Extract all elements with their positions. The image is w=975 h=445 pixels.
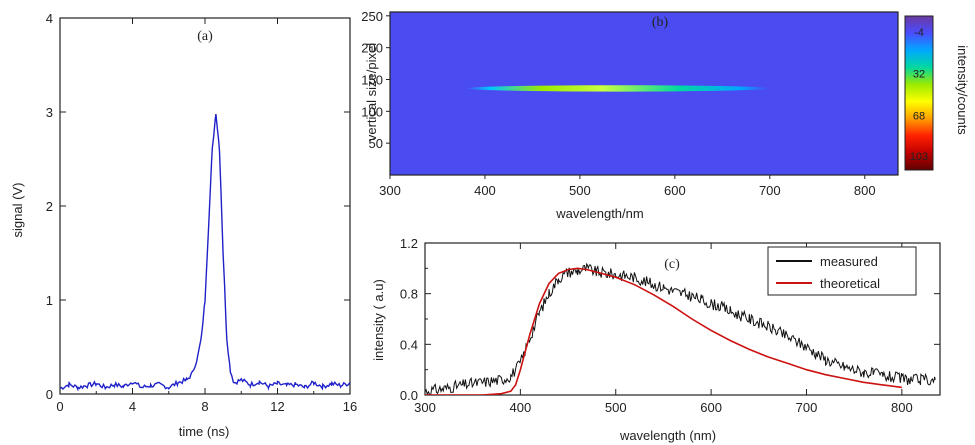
panel-a-frame [59, 17, 351, 395]
panel-b-ytick-label: 100 [361, 104, 383, 119]
panel-c-ytick-label: 0.4 [400, 337, 418, 352]
panel-b-xtick-label: 600 [664, 183, 686, 198]
panel-b-xtick-label: 500 [569, 183, 591, 198]
panel-b-xtick-label: 400 [474, 183, 496, 198]
panel-c-spectrum-plot: 300 400 500 600 700 800 0.0 0.4 0.8 1.2 (c) wavel… [371, 236, 941, 443]
panel-a-ytick-label: 3 [46, 105, 53, 120]
panel-b-ytick-label: 250 [361, 9, 383, 24]
panel-b-xlabel: wavelength/nm [555, 206, 643, 221]
panel-b-ylabel: vertical size/pixel [364, 43, 379, 141]
panel-a-xtick-label: 16 [343, 399, 357, 414]
panel-c-xtick-label: 600 [700, 400, 722, 415]
panel-b-ytick-label: 200 [361, 41, 383, 56]
panel-a-xtick-label: 4 [129, 399, 136, 414]
panel-b-xtick-label: 700 [759, 183, 781, 198]
panel-c-series-theoretical [425, 267, 903, 395]
panel-a-series-line [60, 114, 350, 392]
panel-b-plot-area: 300 400 500 600 700 800 50 100 150 200 250 -4 32 68 10… [361, 9, 934, 198]
panel-a-ylabel: signal (V) [10, 183, 25, 238]
panel-b-heatmap-background [390, 12, 898, 175]
panel-c-legend: measured theoretical [767, 246, 917, 296]
panel-b-colorbar [904, 15, 934, 171]
panel-a-ytick-label: 0 [46, 387, 53, 402]
panel-b-colorbar-tick-label: 103 [910, 151, 928, 163]
panel-c-xlabel: wavelength (nm) [619, 428, 716, 443]
panel-b-ytick-label: 150 [361, 72, 383, 87]
panel-c-ytick-label: 1.2 [400, 236, 418, 251]
panel-c-ytick-label: 0.8 [400, 287, 418, 302]
panel-c-series-measured [425, 262, 936, 395]
panel-a-xtick-label: 0 [56, 399, 63, 414]
panel-c-xtick-label: 400 [510, 400, 532, 415]
legend-label-measured: measured [820, 254, 878, 269]
panel-c-xtick-label: 300 [414, 400, 436, 415]
panel-a-ytick-label: 4 [46, 11, 53, 26]
panel-b-colorbar-label: intensity/counts [955, 45, 970, 135]
legend-label-theoretical: theoretical [820, 276, 880, 291]
panel-c-label: (c) [664, 257, 680, 272]
panel-b-label: (b) [652, 15, 669, 30]
panel-c-ylabel: intensity ( a.u) [371, 279, 386, 361]
panel-a-label: (a) [197, 29, 213, 44]
panel-b-xtick-label: 800 [854, 183, 876, 198]
panel-b-colorbar-tick-label: -4 [914, 27, 924, 39]
panel-c-xtick-label: 700 [796, 400, 818, 415]
panel-a-xtick-label: 8 [201, 399, 208, 414]
panel-a-ytick-label: 1 [46, 293, 53, 308]
panel-a-xlabel: time (ns) [179, 424, 230, 439]
panel-b-xtick-label: 300 [379, 183, 401, 198]
panel-b-frame [389, 11, 899, 176]
panel-b-signal-band [465, 85, 770, 92]
panel-c-ytick-label: 0.0 [400, 388, 418, 403]
panel-b-colorbar-tick-label: 68 [913, 110, 925, 122]
panel-c-plot-area: 300 400 500 600 700 800 0.0 0.4 0.8 1.2 [400, 236, 941, 415]
panel-a-ytick-label: 2 [46, 199, 53, 214]
panel-b-colorbar-tick-label: 32 [913, 69, 925, 81]
panel-c-xtick-label: 500 [605, 400, 627, 415]
panel-b-heatmap: 300 400 500 600 700 800 50 100 150 200 250 -4 32 68 10… [361, 9, 970, 221]
panel-c-xtick-label: 800 [891, 400, 913, 415]
panel-a-xtick-label: 12 [270, 399, 284, 414]
panel-b-ytick-label: 50 [369, 136, 383, 151]
